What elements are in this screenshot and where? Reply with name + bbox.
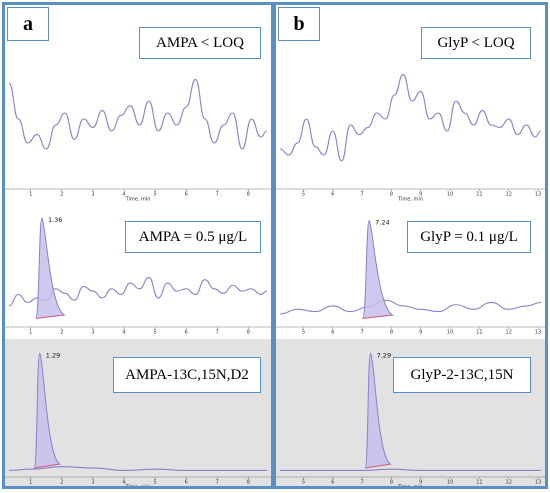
label-b-spiked: GlyP = 0.1 μg/L [407,221,531,253]
panel-letter-a: a [7,7,49,41]
x-tick-label: 6 [185,192,188,198]
peak-area [35,217,66,319]
chromatogram-b-spiked: 5 6 7 8 9 10 11 12 13 7.24 GlyP = 0.1 μg/L [276,201,545,339]
x-tick-label: 5 [302,480,305,486]
chromatogram-a-blank: 1 2 3 4 5 6 7 8 Time, min AMPA < LOQ [5,5,271,201]
x-tick-label: 11 [476,192,482,198]
chromatogram-b-blank: 5 6 7 8 9 10 11 12 13 Time, min GlyP < LOQ [276,5,545,201]
peak-baseline [34,463,60,469]
x-tick-label: 12 [506,192,512,198]
x-tick-label: 8 [247,330,250,336]
panel-letter-b: b [278,7,320,41]
trace-line [8,466,267,472]
x-tick-label: 8 [390,330,393,336]
chromatogram-plot: 1 2 3 4 5 6 7 8 Time, min 1.29 [5,351,271,490]
x-tick-label: 7 [361,480,364,486]
chromatogram-plot: 1 2 3 4 5 6 7 8 Time, min [5,78,271,202]
x-tick-label: 8 [247,192,250,198]
x-tick-label: 2 [60,330,63,336]
panel-b: b 5 6 7 8 9 10 11 12 13 Time, min GlyP < LOQ 5 6 7 8… [273,2,548,489]
x-tick-label: 7 [361,330,364,336]
x-axis-label: Time, min [397,197,423,202]
chromatogram-plot: 5 6 7 8 9 10 11 12 13 Time, min [276,74,545,202]
x-tick-label: 9 [419,480,422,486]
x-tick-label: 7 [216,192,219,198]
x-tick-label: 7 [361,192,364,198]
x-tick-label: 5 [154,192,157,198]
x-tick-label: 8 [247,480,250,486]
trace-line [8,78,268,150]
label-b-blank: GlyP < LOQ [421,27,531,59]
label-a-spiked: AMPA = 0.5 μg/L [125,221,261,253]
x-tick-label: 8 [390,480,393,486]
x-tick-label: 6 [331,330,334,336]
trace-line [280,468,541,472]
x-tick-label: 1 [29,480,32,486]
x-tick-label: 6 [331,192,334,198]
peak-retention-label: 7.24 [375,218,389,226]
x-tick-label: 4 [122,192,125,198]
x-tick-label: 6 [331,480,334,486]
label-b-internal-standard: GlyP-2-13C,15N [393,357,531,393]
x-tick-label: 2 [60,480,63,486]
x-tick-label: 6 [185,330,188,336]
x-tick-label: 5 [302,192,305,198]
x-tick-label: 7 [216,330,219,336]
x-tick-label: 12 [506,330,512,336]
x-tick-label: 10 [447,480,453,486]
x-axis-label: Time, min [397,485,423,490]
chromatogram-b-internal-standard: 5 6 7 8 9 10 11 12 13 Time, min 7.29 GlyP-2-13C,15… [276,339,545,490]
x-tick-label: 5 [154,480,157,486]
chromatogram-plot: 5 6 7 8 9 10 11 12 13 7.24 [276,218,545,336]
x-tick-label: 10 [447,330,453,336]
x-tick-label: 2 [60,192,63,198]
trace-line [279,74,542,162]
peak-area [33,352,62,469]
x-tick-label: 6 [185,480,188,486]
x-axis-label: Time, min [125,485,151,490]
x-tick-label: 9 [419,192,422,198]
x-tick-label: 10 [447,192,453,198]
x-tick-label: 13 [535,192,541,198]
x-tick-label: 1 [29,192,32,198]
peak-retention-label: 1.36 [48,216,62,224]
peak-retention-label: 1.29 [46,351,60,359]
x-tick-label: 11 [476,480,482,486]
peak-area [362,219,395,319]
chromatogram-a-internal-standard: 1 2 3 4 5 6 7 8 Time, min 1.29 AMPA-13C,15N,D2 [5,339,271,490]
chromatogram-a-spiked: 1 2 3 4 5 6 7 8 1.36 AMPA = 0.5 μg/L [5,201,271,339]
x-tick-label: 5 [154,330,157,336]
x-tick-label: 9 [419,330,422,336]
peak-baseline [365,463,391,469]
x-axis-label: Time, min [125,197,151,202]
x-tick-label: 1 [29,330,32,336]
label-a-blank: AMPA < LOQ [139,27,261,59]
chromatogram-plot: 5 6 7 8 9 10 11 12 13 Time, min 7.29 [276,351,545,490]
x-tick-label: 4 [122,330,125,336]
x-tick-label: 8 [390,192,393,198]
x-tick-label: 5 [302,330,305,336]
x-tick-label: 3 [91,480,94,486]
x-tick-label: 3 [91,192,94,198]
x-tick-label: 13 [535,480,541,486]
peak-area [364,352,392,469]
x-tick-label: 4 [122,480,125,486]
peak-retention-label: 7.29 [377,351,391,359]
x-tick-label: 13 [535,330,541,336]
x-tick-label: 3 [91,330,94,336]
x-tick-label: 11 [476,330,482,336]
trace-line [279,299,542,315]
label-a-internal-standard: AMPA-13C,15N,D2 [113,357,261,393]
x-tick-label: 12 [506,480,512,486]
peak-baseline [35,314,65,319]
x-tick-label: 7 [216,480,219,486]
chromatogram-plot: 1 2 3 4 5 6 7 8 1.36 [5,216,271,336]
peak-baseline [362,314,393,319]
